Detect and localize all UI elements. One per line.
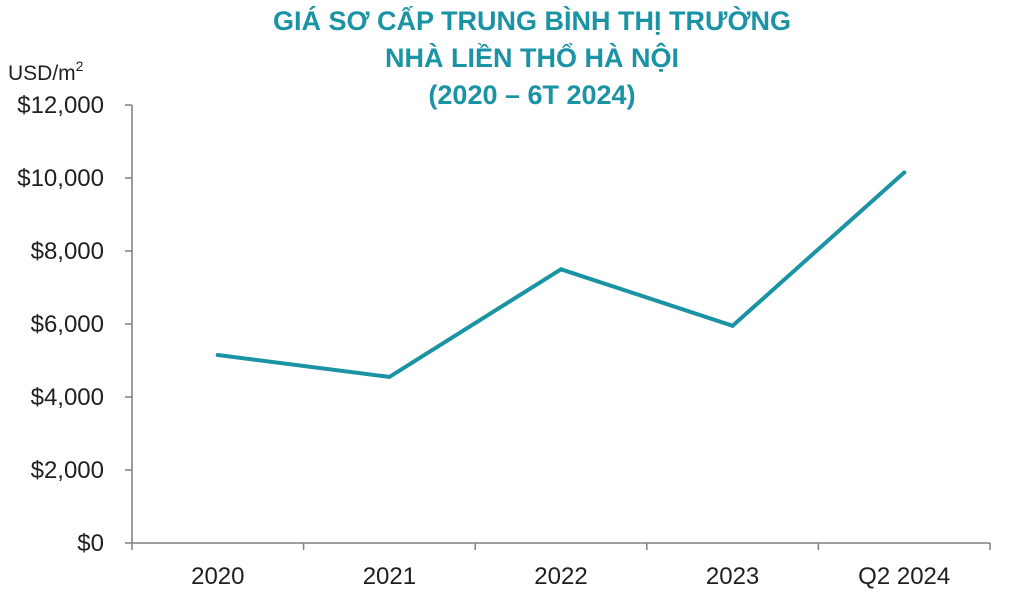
y-axis-unit-superscript: 2 <box>76 58 84 74</box>
series-line <box>215 170 907 379</box>
x-tick-label: 2023 <box>706 563 759 590</box>
x-tick-label: 2020 <box>191 563 244 590</box>
data-point <box>902 170 907 175</box>
data-point <box>215 353 220 358</box>
y-axis-unit-label: USD/m2 <box>8 58 84 85</box>
x-axis-ticks: 2020 2021 2022 2023 Q2 2024 <box>131 543 991 590</box>
x-tick-label: Q2 2024 <box>858 563 950 590</box>
y-axis-ticks: $0 $2,000 $4,000 $6,000 $8,000 $10,000 $12,000 <box>17 92 132 557</box>
data-point <box>387 374 392 379</box>
axes <box>131 105 990 544</box>
y-tick-label: $10,000 <box>17 165 104 192</box>
chart-title-line-1: GIÁ SƠ CẤP TRUNG BÌNH THỊ TRƯỜNG <box>273 5 791 36</box>
data-point <box>730 323 735 328</box>
y-tick-label: $8,000 <box>31 238 104 265</box>
y-tick-label: $4,000 <box>31 384 104 411</box>
x-tick-label: 2021 <box>363 563 416 590</box>
y-tick-label: $6,000 <box>31 311 104 338</box>
series-group <box>215 170 907 379</box>
data-point <box>559 267 563 272</box>
y-axis-unit-text: USD/m <box>8 62 76 85</box>
chart-title-line-2: NHÀ LIỀN THỔ HÀ NỘI <box>385 42 679 73</box>
y-tick-label: $2,000 <box>31 457 104 484</box>
y-tick-label: $12,000 <box>17 92 104 119</box>
chart-title: GIÁ SƠ CẤP TRUNG BÌNH THỊ TRƯỜNG NHÀ LIỀ… <box>273 5 791 110</box>
y-tick-label: $0 <box>77 530 104 557</box>
chart-title-line-3: (2020 – 6T 2024) <box>428 80 635 110</box>
x-tick-label: 2022 <box>534 563 587 590</box>
